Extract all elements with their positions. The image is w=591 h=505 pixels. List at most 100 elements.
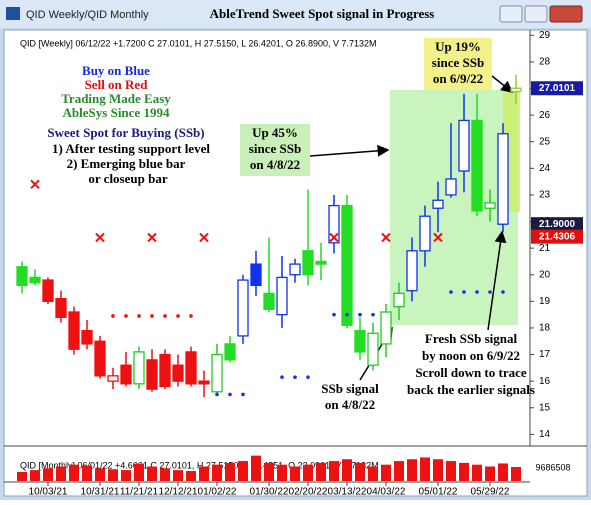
candle-body xyxy=(94,340,106,377)
stop-dot xyxy=(501,290,505,294)
stop-dot xyxy=(306,375,310,379)
candle-body xyxy=(289,263,301,276)
volume-bar xyxy=(212,464,222,481)
legend-text: 2) Emerging blue bar xyxy=(67,156,186,171)
stop-dot xyxy=(189,314,193,318)
candle-body xyxy=(211,353,223,393)
volume-bar xyxy=(459,462,469,481)
legend-text: or closeup bar xyxy=(88,171,167,186)
up45-box xyxy=(240,124,310,176)
annotation: Fresh SSb signal xyxy=(425,331,518,346)
window-title: QID Weekly/QID Monthly xyxy=(26,9,149,21)
chart-title: AbleTrend Sweet Spot signal in Progress xyxy=(210,6,435,21)
candle-body xyxy=(120,364,132,385)
candle-body xyxy=(302,250,314,276)
volume-bar xyxy=(342,459,352,481)
volume-bar xyxy=(277,464,287,481)
monthly-header: QID [Monthly] 06/01/22 +4.6001 C 27.0101… xyxy=(20,460,379,470)
volume-bar xyxy=(17,471,27,481)
y-tick-label: 23 xyxy=(539,190,551,201)
candle-body xyxy=(393,292,405,308)
stop-dot xyxy=(293,375,297,379)
volume-bar xyxy=(251,455,261,481)
price-label-box xyxy=(531,217,583,232)
y-tick-label: 14 xyxy=(539,429,551,440)
volume-bar xyxy=(394,461,404,481)
volume-bar xyxy=(82,465,92,481)
annotation: by noon on 6/9/22 xyxy=(422,348,520,363)
volume-bar xyxy=(407,459,417,481)
price-label: 21.4306 xyxy=(539,231,576,242)
candle-body xyxy=(276,276,288,316)
close-button[interactable] xyxy=(549,5,583,23)
y-tick-label: 26 xyxy=(539,110,551,121)
arrow xyxy=(491,75,514,93)
y-tick-label: 17 xyxy=(539,349,551,360)
volume-bar xyxy=(69,464,79,481)
legend-text: Trading Made Easy xyxy=(61,91,171,106)
x-tick-label: 11/21/21 xyxy=(120,487,159,498)
volume-bar xyxy=(108,469,118,481)
candle-body xyxy=(406,250,418,292)
volume-bar xyxy=(355,462,365,481)
candle-body xyxy=(328,204,340,244)
volume-bar xyxy=(56,466,66,481)
price-label: 21.9000 xyxy=(539,219,576,230)
y-tick-label: 24 xyxy=(539,163,551,174)
annotation: on 6/9/22 xyxy=(433,71,483,86)
volume-bar xyxy=(121,470,131,481)
stop-dot xyxy=(475,290,479,294)
candle-body xyxy=(250,263,262,287)
x-signal xyxy=(381,232,391,243)
volume-bar xyxy=(225,462,235,481)
legend-text: Sell on Red xyxy=(85,77,149,92)
candle-body xyxy=(68,311,80,350)
x-signal xyxy=(95,232,105,243)
x-signal xyxy=(433,232,443,243)
volume-bar xyxy=(264,462,274,481)
y-tick-label: 18 xyxy=(539,323,551,334)
candle-body xyxy=(172,364,184,382)
arrow xyxy=(487,230,507,331)
title-bar xyxy=(0,0,591,28)
volume-bar xyxy=(173,470,183,481)
annotation: since SSb xyxy=(249,141,301,156)
candle-body xyxy=(315,260,327,265)
x-tick-label: 01/30/22 xyxy=(250,487,289,498)
stop-dot xyxy=(111,314,115,318)
x-tick-label: 10/31/21 xyxy=(81,487,120,498)
minimize-button[interactable] xyxy=(499,5,523,23)
x-tick-label: 10/03/21 xyxy=(29,487,68,498)
candle-body xyxy=(471,119,483,212)
volume-bar xyxy=(95,468,105,481)
candle-body xyxy=(341,204,353,326)
x-tick-label: 12/12/21 xyxy=(159,487,198,498)
annotation: Scroll down to trace xyxy=(415,365,527,380)
candle-body xyxy=(55,298,67,318)
volume-bar xyxy=(30,470,40,481)
annotation: Up 19% xyxy=(435,39,481,54)
x-signal xyxy=(329,232,339,243)
candle-body xyxy=(107,375,119,382)
stop-dot xyxy=(358,312,362,317)
candle-body xyxy=(146,359,158,390)
candle-body xyxy=(133,351,145,385)
x-tick-label: 04/03/22 xyxy=(367,487,406,498)
stop-dot xyxy=(124,314,128,318)
stop-dot xyxy=(280,375,284,379)
candle-body xyxy=(367,332,379,366)
volume-bar xyxy=(134,463,144,481)
maximize-button[interactable] xyxy=(524,5,548,23)
volume-bar xyxy=(238,461,248,481)
candle-body xyxy=(29,276,41,284)
volume-bar xyxy=(160,468,170,481)
candle-body xyxy=(81,329,93,345)
price-label: 27.0101 xyxy=(539,83,576,94)
volume-bar xyxy=(446,461,456,481)
legend-text: AbleSys Since 1994 xyxy=(63,105,170,120)
volume-bar xyxy=(43,468,53,481)
candle-body xyxy=(419,215,431,252)
candle-body xyxy=(484,202,496,209)
y-tick-label: 28 xyxy=(539,57,551,68)
